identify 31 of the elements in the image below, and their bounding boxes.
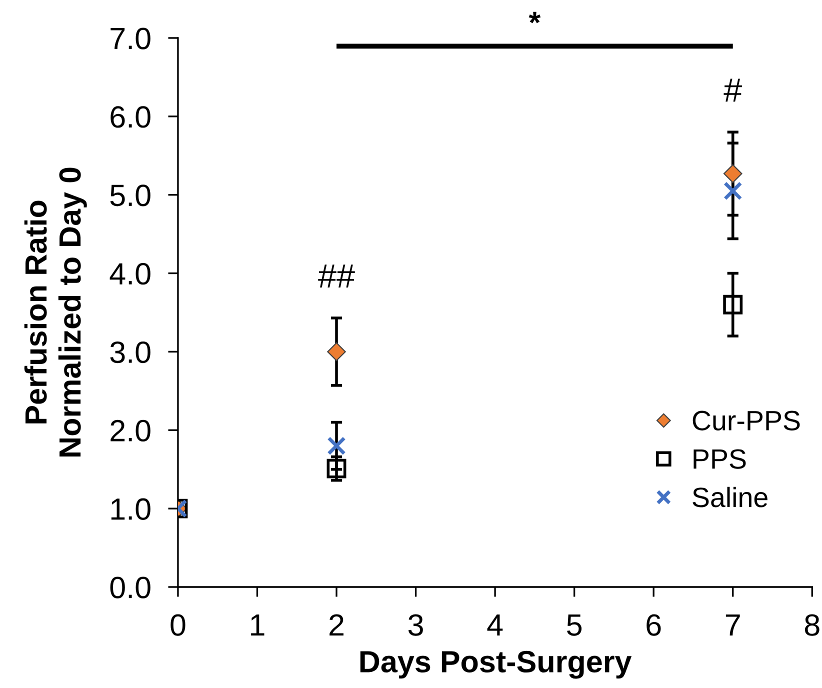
legend-label: Cur-PPS [692,410,800,430]
legend-label: PPS [694,449,746,469]
point [326,458,346,478]
x-tick-label: 7 [726,614,740,636]
x-tick-label: 6 [646,614,661,636]
x-axis-title: Days Post-Surgery [360,650,632,679]
x-tick-label: 3 [408,614,423,636]
x-tick-label: 8 [804,614,820,636]
x-tick-label: 1 [251,614,264,636]
y-tick-label: 7.0 [110,28,150,50]
text: * [528,12,541,24]
y-tick-label: 1.0 [111,498,150,520]
y-tick-label: 6.0 [110,106,150,128]
x-tick-label: 4 [487,614,503,636]
x-tick-label: 0 [170,614,186,636]
y-tick-label: 2.0 [110,420,150,442]
point [723,182,742,200]
annotation: # [724,78,742,102]
y-tick-label: 5.0 [110,184,150,206]
x-tick-label: 5 [567,614,582,636]
point [723,164,742,184]
y-tick-label: 0.0 [110,576,150,598]
y-axis-title: Perfusion Ratio Normalized to Day 0 [24,168,87,456]
x-tick-label: 2 [330,614,344,636]
y-tick-label: 4.0 [110,263,150,285]
y-tick-label: 3.0 [110,341,150,364]
annotation: ## [318,264,355,288]
legend-label: Saline [692,486,768,508]
point [327,342,346,362]
point [723,294,743,314]
point [327,436,346,456]
